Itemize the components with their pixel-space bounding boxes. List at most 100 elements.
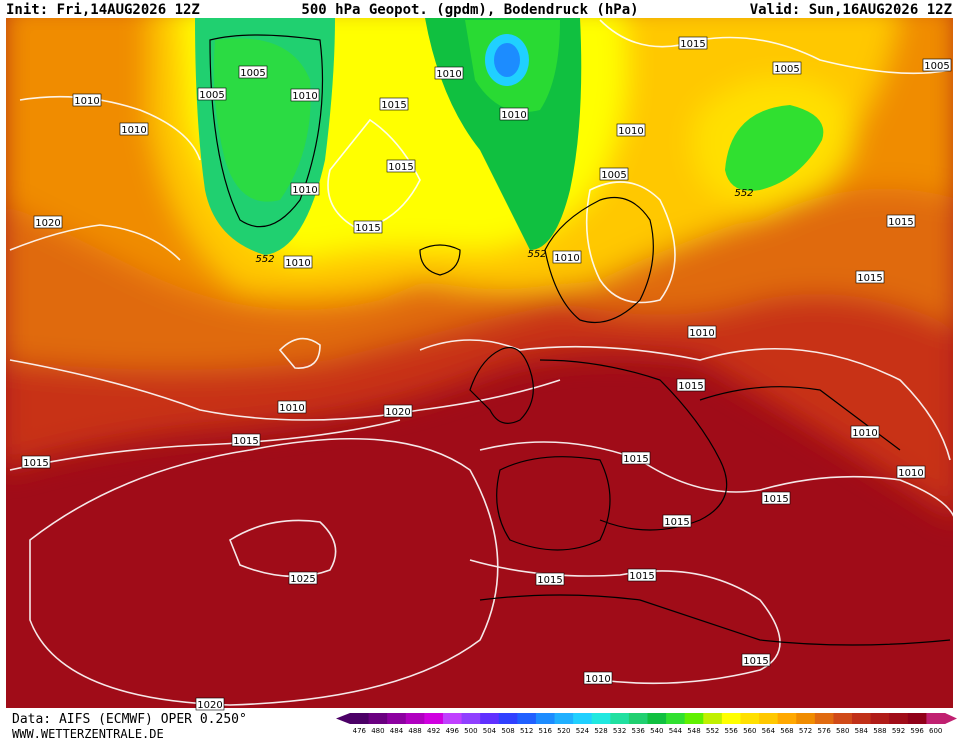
isobar-label: 1010 — [585, 674, 610, 685]
label-box — [231, 433, 261, 447]
isobar-label: 1025 — [290, 574, 315, 585]
colorbar-swatch — [554, 713, 574, 724]
label-box — [535, 572, 565, 586]
isobar-label: 1010 — [292, 185, 317, 196]
colorbar-swatch — [498, 713, 518, 724]
label-box — [687, 325, 717, 339]
colorbar-swatch — [368, 713, 388, 724]
colorbar-label: 536 — [632, 727, 646, 735]
colorbar-label: 596 — [910, 727, 924, 735]
colorbar-swatch — [461, 713, 481, 724]
label-box — [383, 404, 413, 418]
colorbar-swatch — [535, 713, 556, 724]
isobar-label: 1015 — [23, 458, 48, 469]
label-box — [288, 571, 318, 585]
init-time: Init: Fri,14AUG2026 12Z — [6, 2, 200, 18]
colorbar-end — [945, 713, 957, 724]
colorbar-swatch — [777, 713, 797, 724]
label-box — [119, 122, 149, 136]
label-box — [277, 400, 307, 414]
colorbar-label: 496 — [446, 727, 460, 735]
colorbar-swatch — [740, 713, 760, 724]
colorbar-label: 556 — [724, 727, 738, 735]
colorbar-label: 580 — [836, 727, 849, 735]
isobar-label: 1020 — [197, 700, 222, 711]
colorbar-swatch — [591, 713, 611, 724]
colorbar-label: 584 — [855, 727, 869, 735]
colorbar-label: 476 — [353, 727, 367, 735]
isobar-label: 1010 — [618, 126, 643, 137]
colorbar-label: 540 — [650, 727, 663, 735]
colorbar-label: 560 — [743, 727, 756, 735]
label-box — [197, 87, 227, 101]
colorbar-label: 524 — [576, 727, 590, 735]
label-box — [886, 214, 916, 228]
isobar-label: 1005 — [774, 64, 799, 75]
isobar-label: 1010 — [285, 258, 310, 269]
colorbar-swatch — [796, 713, 816, 724]
isobar-label: 1015 — [623, 454, 648, 465]
header-bar — [0, 0, 959, 18]
isobar-label: 1015 — [743, 656, 768, 667]
colorbar-label: 528 — [594, 727, 607, 735]
label-box — [599, 167, 629, 181]
label-box — [678, 36, 708, 50]
label-box — [772, 61, 802, 75]
colorbar-swatch — [833, 713, 853, 724]
label-box — [238, 65, 268, 79]
colorbar-swatch — [573, 713, 593, 724]
label-box — [896, 465, 926, 479]
colorbar-swatch — [870, 713, 890, 724]
colorbar-label: 588 — [873, 727, 886, 735]
colorbar-swatch — [721, 713, 741, 724]
colorbar-label: 512 — [520, 727, 533, 735]
colorbar-label: 516 — [539, 727, 553, 735]
label-box — [379, 97, 409, 111]
isobar-label: 1015 — [678, 381, 703, 392]
valid-time: Valid: Sun,16AUG2026 12Z — [750, 2, 952, 18]
label-box — [761, 491, 791, 505]
colorbar-label: 572 — [799, 727, 812, 735]
label-box — [552, 250, 582, 264]
colorbar-label: 508 — [501, 727, 514, 735]
label-box — [21, 455, 51, 469]
isobar-label: 1015 — [857, 273, 882, 284]
isobar-label: 1015 — [388, 162, 413, 173]
colorbar: 476 480 484 488 492 496 500 504 508 512 516 520 524 5… — [336, 713, 957, 735]
label-box — [855, 270, 885, 284]
label-box — [195, 697, 225, 711]
isobar-label: 552 — [527, 249, 546, 260]
isobar-label: 1010 — [74, 96, 99, 107]
colorbar-swatch — [424, 713, 444, 724]
data-source: Data: AIFS (ECMWF) OPER 0.250° — [12, 712, 247, 727]
isobar-label: 1015 — [888, 217, 913, 228]
isobar-label: 1005 — [601, 170, 626, 181]
colorbar-end — [336, 713, 350, 724]
isobar-label: 1005 — [199, 90, 224, 101]
colorbar-swatch — [647, 713, 667, 724]
label-box — [33, 215, 63, 229]
isobar-label: 1010 — [689, 328, 714, 339]
isobar-label: 1020 — [35, 218, 60, 229]
label-box — [627, 568, 657, 582]
colorbar-label: 492 — [427, 727, 440, 735]
isobar-label: 1010 — [121, 125, 146, 136]
isobar-label: 1015 — [233, 436, 258, 447]
isobar-label: 1010 — [554, 253, 579, 264]
isobar-label: 1015 — [381, 100, 406, 111]
isobar-label: 1005 — [240, 68, 265, 79]
label-box — [499, 107, 529, 121]
colorbar-swatch — [703, 713, 723, 724]
isobar-label: 1015 — [355, 223, 380, 234]
colorbar-label: 544 — [669, 727, 683, 735]
label-box — [290, 182, 320, 196]
colorbar-label: 500 — [464, 727, 477, 735]
colorbar-label: 600 — [929, 727, 942, 735]
colorbar-label: 568 — [780, 727, 793, 735]
label-box — [583, 671, 613, 685]
isobar-label: 1015 — [629, 571, 654, 582]
label-box — [353, 220, 383, 234]
colorbar-label: 548 — [687, 727, 700, 735]
colorbar-label: 532 — [613, 727, 626, 735]
